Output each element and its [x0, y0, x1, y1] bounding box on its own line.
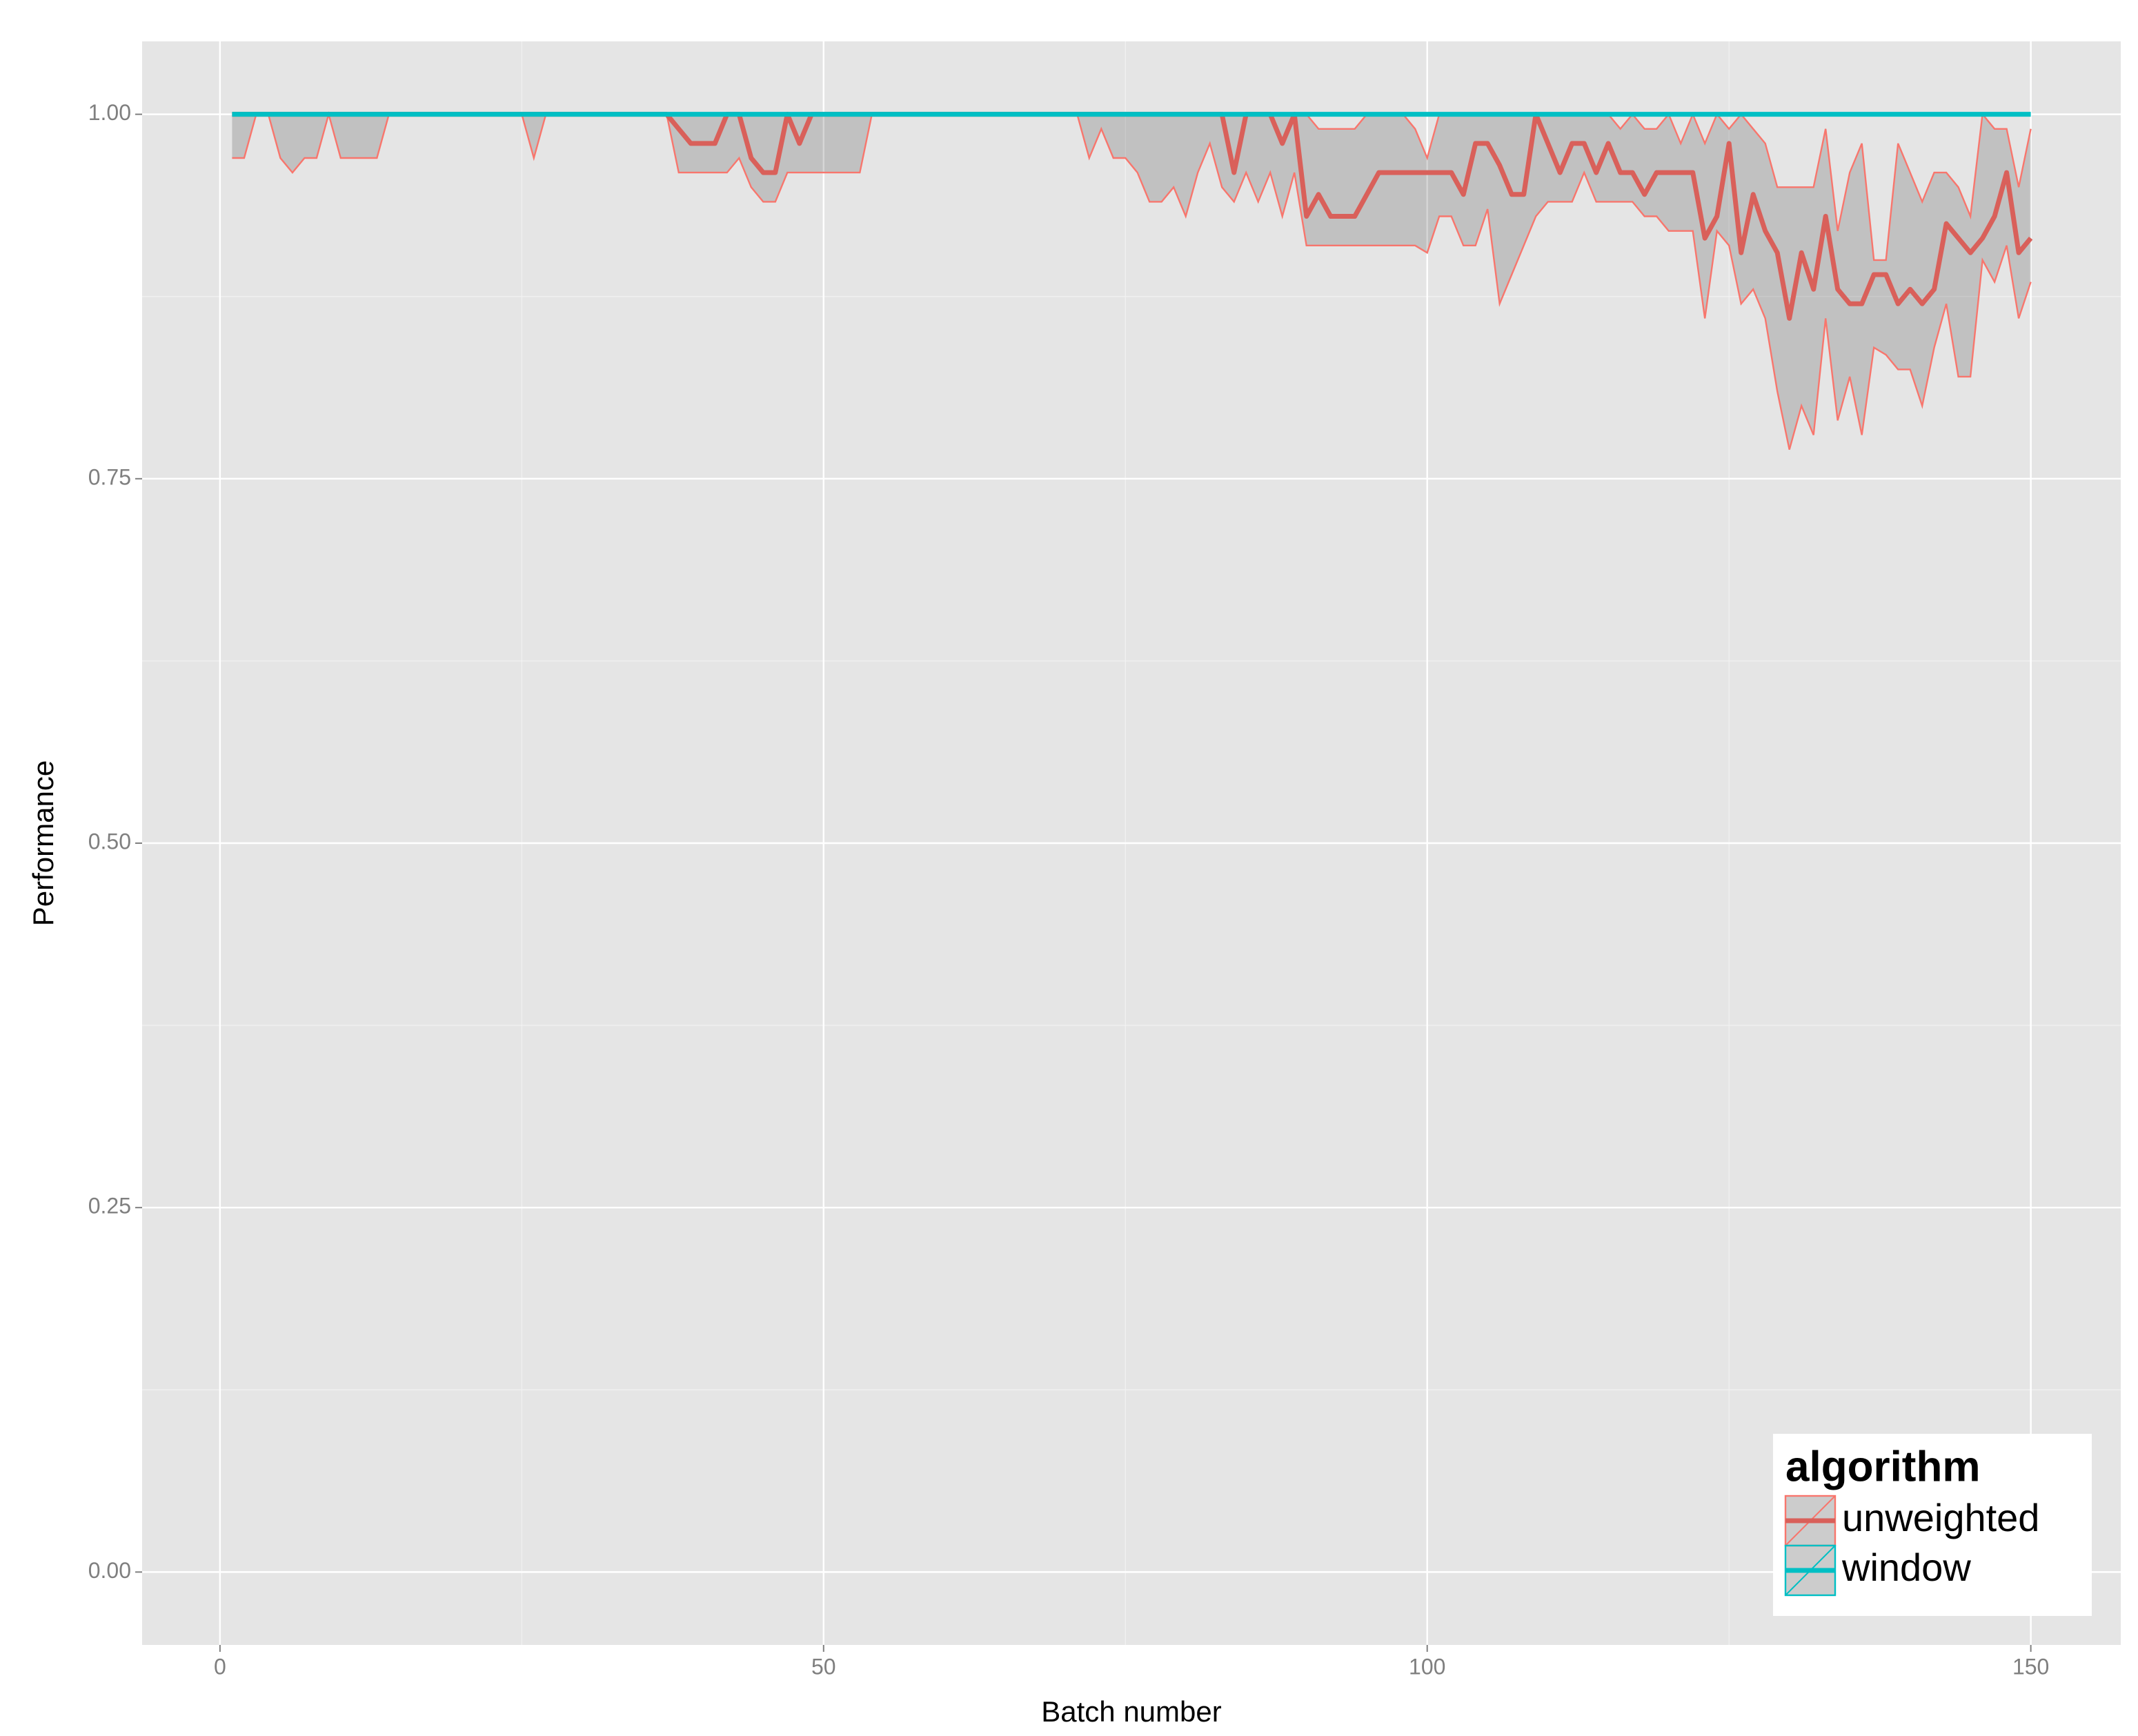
legend-label: window	[1841, 1546, 1971, 1589]
legend: algorithm unweighted window	[1773, 1434, 2092, 1616]
ribbon-lower	[232, 111, 2032, 450]
legend-title: algorithm	[1785, 1443, 1980, 1490]
x-tick-label: 150	[2012, 1654, 2049, 1679]
y-axis-title: Performance	[27, 760, 59, 926]
axes: 0 50 100 150 0.00 0.25 0.50 0.75 1.00	[88, 100, 2050, 1679]
x-axis-title: Batch number	[1041, 1695, 1221, 1728]
legend-box	[1773, 1434, 2092, 1616]
grid	[142, 41, 2121, 1645]
plot-area	[232, 111, 2033, 450]
y-tick-label: 1.00	[88, 100, 131, 125]
legend-label: unweighted	[1842, 1496, 2039, 1539]
y-tick-label: 0.00	[88, 1558, 131, 1583]
x-tick-label: 100	[1409, 1654, 1445, 1679]
y-tick-label: 0.25	[88, 1194, 131, 1219]
y-tick-label: 0.75	[88, 464, 131, 489]
y-tick-label: 0.50	[88, 829, 131, 854]
x-tick-label: 0	[214, 1654, 226, 1679]
x-tick-label: 50	[811, 1654, 836, 1679]
